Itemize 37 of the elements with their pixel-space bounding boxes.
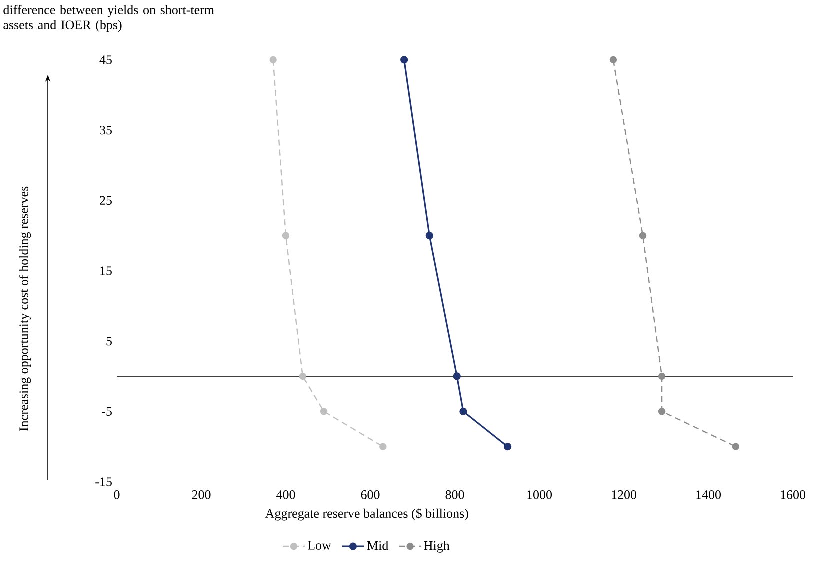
point xyxy=(380,443,387,450)
point xyxy=(504,443,512,451)
point xyxy=(658,408,666,416)
point xyxy=(658,372,666,380)
point xyxy=(270,56,277,64)
point xyxy=(282,232,290,240)
x-tick-label: 0 xyxy=(114,490,120,500)
x-tick-label: 1400 xyxy=(696,490,722,500)
point xyxy=(426,232,434,240)
y-axis-title: Increasing opportunity cost of holding reserves xyxy=(19,186,32,432)
y-tick-label: -5 xyxy=(102,407,112,416)
point xyxy=(320,408,328,416)
legend-label: Low xyxy=(308,541,332,550)
point xyxy=(460,408,468,416)
y-tick-label: 5 xyxy=(106,336,112,346)
point xyxy=(299,372,307,380)
y-tick-label: -15 xyxy=(96,478,112,486)
point xyxy=(610,56,618,64)
y-tick-label: 35 xyxy=(100,126,112,135)
legend-label: Mid xyxy=(367,541,389,550)
x-tick-label: 800 xyxy=(446,490,464,500)
x-tick-label: 200 xyxy=(192,490,211,500)
point xyxy=(453,372,461,380)
y-tick-label: 25 xyxy=(100,196,112,206)
point xyxy=(400,56,408,64)
x-tick-label: 600 xyxy=(361,490,380,500)
x-tick-label: 1600 xyxy=(781,490,806,500)
x-axis-title: Aggregate reserve balances ($ billions) xyxy=(265,508,468,521)
x-tick-label: 1200 xyxy=(612,490,637,500)
x-tick-label: 400 xyxy=(276,490,296,500)
y-tick-label: 45 xyxy=(100,56,112,64)
x-tick-label: 1000 xyxy=(528,490,552,500)
point xyxy=(732,443,740,450)
chart-title: difference between yields on short-term assets and IOER (bps) xyxy=(4,5,214,32)
legend-label: High xyxy=(424,541,450,553)
y-tick-label: 15 xyxy=(100,266,112,276)
point xyxy=(639,232,647,240)
